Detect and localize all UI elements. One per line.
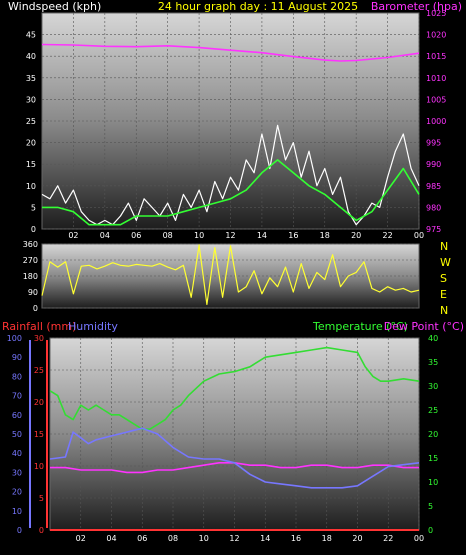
direction-letters: N W S E N [440, 240, 451, 317]
x-tick-label: 04 [106, 534, 116, 543]
x-tick-label: 20 [351, 231, 361, 240]
windgust_avg-line [42, 159, 420, 226]
direction-letter: E [440, 288, 447, 301]
rainfall-axis-title: Rainfall (mm) [2, 320, 76, 333]
temperature-tick-label: 10 [428, 478, 438, 487]
direction-line [41, 244, 420, 305]
barometer-tick-label: 980 [426, 203, 441, 212]
rainfall-tick-label: 0 [39, 526, 44, 535]
barometer-line [41, 43, 420, 62]
x-tick-label: 08 [168, 534, 178, 543]
windspeed-tick-label: 20 [26, 139, 36, 148]
temperature-tick-label: 15 [428, 454, 438, 463]
barometer-tick-label: 1000 [426, 117, 446, 126]
rainfall-tick-label: 30 [34, 334, 44, 343]
barometer-tick-label: 995 [426, 139, 441, 148]
barometer-axis-title: Barometer (hpa) [371, 0, 462, 13]
x-tick-label: 06 [131, 231, 141, 240]
direction-tick-label: 180 [23, 272, 38, 281]
rainfall-tick-label: 25 [34, 366, 44, 375]
direction-letter: N [440, 240, 448, 253]
humidity-tick-label: 80 [12, 372, 22, 381]
direction-tick-label: 0 [33, 304, 38, 313]
x-tick-label: 10 [199, 534, 209, 543]
humidity-axis-title: Humidity [68, 320, 118, 333]
temperature-tick-label: 0 [428, 526, 433, 535]
barometer-tick-label: 975 [426, 225, 441, 234]
x-tick-label: 08 [163, 231, 173, 240]
temperature-tick-label: 40 [428, 334, 438, 343]
direction-tick-label: 360 [23, 240, 38, 249]
temperature-tick-label: 25 [428, 406, 438, 415]
graph-title: 24 hour graph day : 11 August 2025 [158, 0, 358, 13]
windspeed-tick-label: 40 [26, 52, 36, 61]
x-tick-label: 06 [137, 534, 147, 543]
rainfall-tick-label: 5 [39, 494, 44, 503]
rainfall-tick-label: 15 [34, 430, 44, 439]
x-tick-label: 22 [382, 231, 392, 240]
x-tick-label: 16 [288, 231, 298, 240]
direction-letter: W [440, 256, 451, 269]
x-tick-label: 16 [291, 534, 301, 543]
humidity-tick-label: 40 [12, 449, 22, 458]
windspeed-tick-label: 10 [26, 182, 36, 191]
humidity-tick-label: 70 [12, 392, 22, 401]
barometer-tick-label: 990 [426, 160, 441, 169]
windspeed-tick-label: 5 [31, 203, 36, 212]
dewpoint-axis-title: Dew Point (°C) [384, 320, 464, 333]
barometer-tick-label: 1025 [426, 9, 446, 18]
x-tick-label: 20 [352, 534, 362, 543]
x-tick-label: 02 [76, 534, 86, 543]
temperature-tick-label: 35 [428, 358, 438, 367]
direction-tick-label: 270 [23, 256, 38, 265]
x-tick-label: 10 [194, 231, 204, 240]
windspeed-axis-title: Windspeed (kph) [8, 0, 101, 13]
x-tick-label: 04 [100, 231, 110, 240]
windspeed-tick-label: 25 [26, 117, 36, 126]
x-tick-label: 12 [225, 231, 235, 240]
barometer-tick-label: 1020 [426, 31, 446, 40]
x-tick-label: 00 [414, 231, 424, 240]
windspeed-tick-label: 0 [31, 225, 36, 234]
rainfall-tick-label: 10 [34, 462, 44, 471]
direction-letter: N [440, 304, 448, 317]
x-tick-label: 02 [68, 231, 78, 240]
windspeed-tick-label: 15 [26, 160, 36, 169]
windspeed-tick-label: 35 [26, 74, 36, 83]
x-tick-label: 00 [414, 534, 424, 543]
windspeed-tick-label: 45 [26, 31, 36, 40]
humidity-tick-label: 0 [17, 526, 22, 535]
humidity-tick-label: 20 [12, 488, 22, 497]
humidity-tick-label: 100 [7, 334, 22, 343]
temperature-axis-title: Temperature (°C) [312, 320, 408, 333]
humidity-tick-label: 10 [12, 507, 22, 516]
barometer-tick-label: 1015 [426, 52, 446, 61]
rainfall-tick-label: 20 [34, 398, 44, 407]
temperature-tick-label: 20 [428, 430, 438, 439]
barometer-tick-label: 985 [426, 182, 441, 191]
temperature-tick-label: 30 [428, 382, 438, 391]
humidity-tick-label: 30 [12, 468, 22, 477]
direction-letter: S [440, 272, 447, 285]
x-tick-label: 18 [320, 231, 330, 240]
x-tick-label: 22 [383, 534, 393, 543]
x-tick-label: 18 [322, 534, 332, 543]
temperature-tick-label: 5 [428, 502, 433, 511]
x-tick-label: 12 [229, 534, 239, 543]
humidity-tick-label: 60 [12, 411, 22, 420]
humidity-tick-label: 90 [12, 353, 22, 362]
direction-tick-label: 90 [28, 288, 38, 297]
barometer-tick-label: 1005 [426, 95, 446, 104]
x-tick-label: 14 [260, 534, 270, 543]
humidity-line [49, 427, 420, 489]
x-tick-label: 14 [257, 231, 267, 240]
barometer-tick-label: 1010 [426, 74, 446, 83]
temperature-line [49, 346, 420, 431]
windspeed-tick-label: 30 [26, 95, 36, 104]
windspeed-line [41, 124, 420, 226]
humidity-tick-label: 50 [12, 430, 22, 439]
